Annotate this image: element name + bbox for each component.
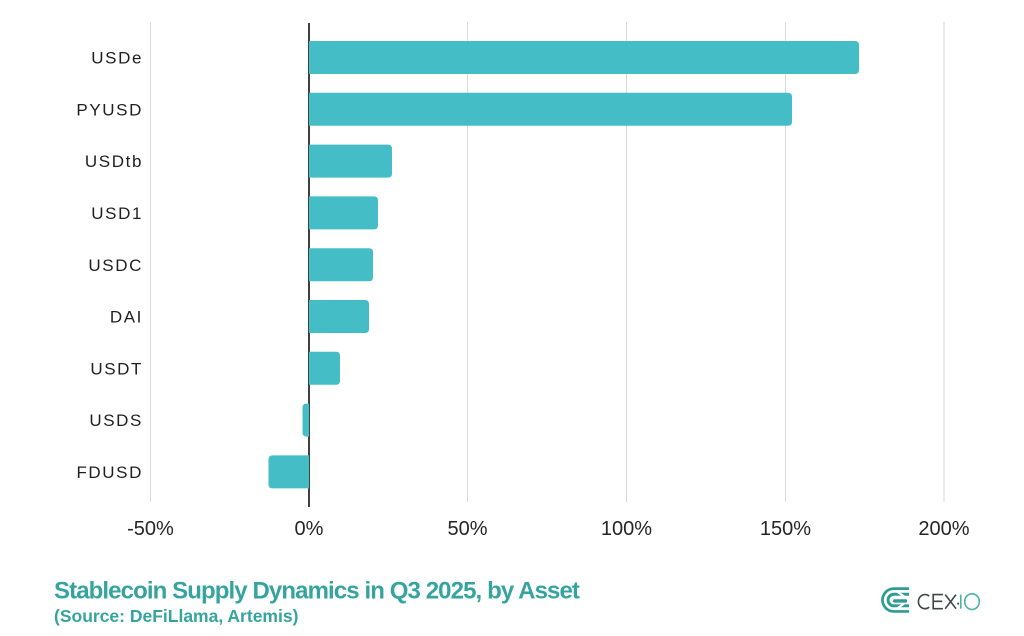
svg-text:USD1: USD1 <box>91 204 143 223</box>
svg-text:USDS: USDS <box>89 411 143 430</box>
svg-text:Stablecoin Supply Dynamics in: Stablecoin Supply Dynamics in Q3 2025, b… <box>54 578 580 605</box>
svg-text:50%: 50% <box>447 518 487 540</box>
svg-text:100%: 100% <box>601 518 652 540</box>
svg-text:0%: 0% <box>295 518 324 540</box>
svg-text:USDC: USDC <box>88 256 143 275</box>
svg-text:DAI: DAI <box>110 308 143 327</box>
svg-text:PYUSD: PYUSD <box>76 100 143 119</box>
svg-text:FDUSD: FDUSD <box>76 463 143 482</box>
svg-text:200%: 200% <box>918 518 969 540</box>
svg-text:150%: 150% <box>760 518 811 540</box>
svg-text:-50%: -50% <box>127 518 174 540</box>
svg-text:USDtb: USDtb <box>85 152 143 171</box>
svg-text:USDT: USDT <box>90 359 143 378</box>
svg-text:USDe: USDe <box>91 49 143 68</box>
svg-text:(Source: DeFiLlama, Artemis): (Source: DeFiLlama, Artemis) <box>54 606 298 626</box>
